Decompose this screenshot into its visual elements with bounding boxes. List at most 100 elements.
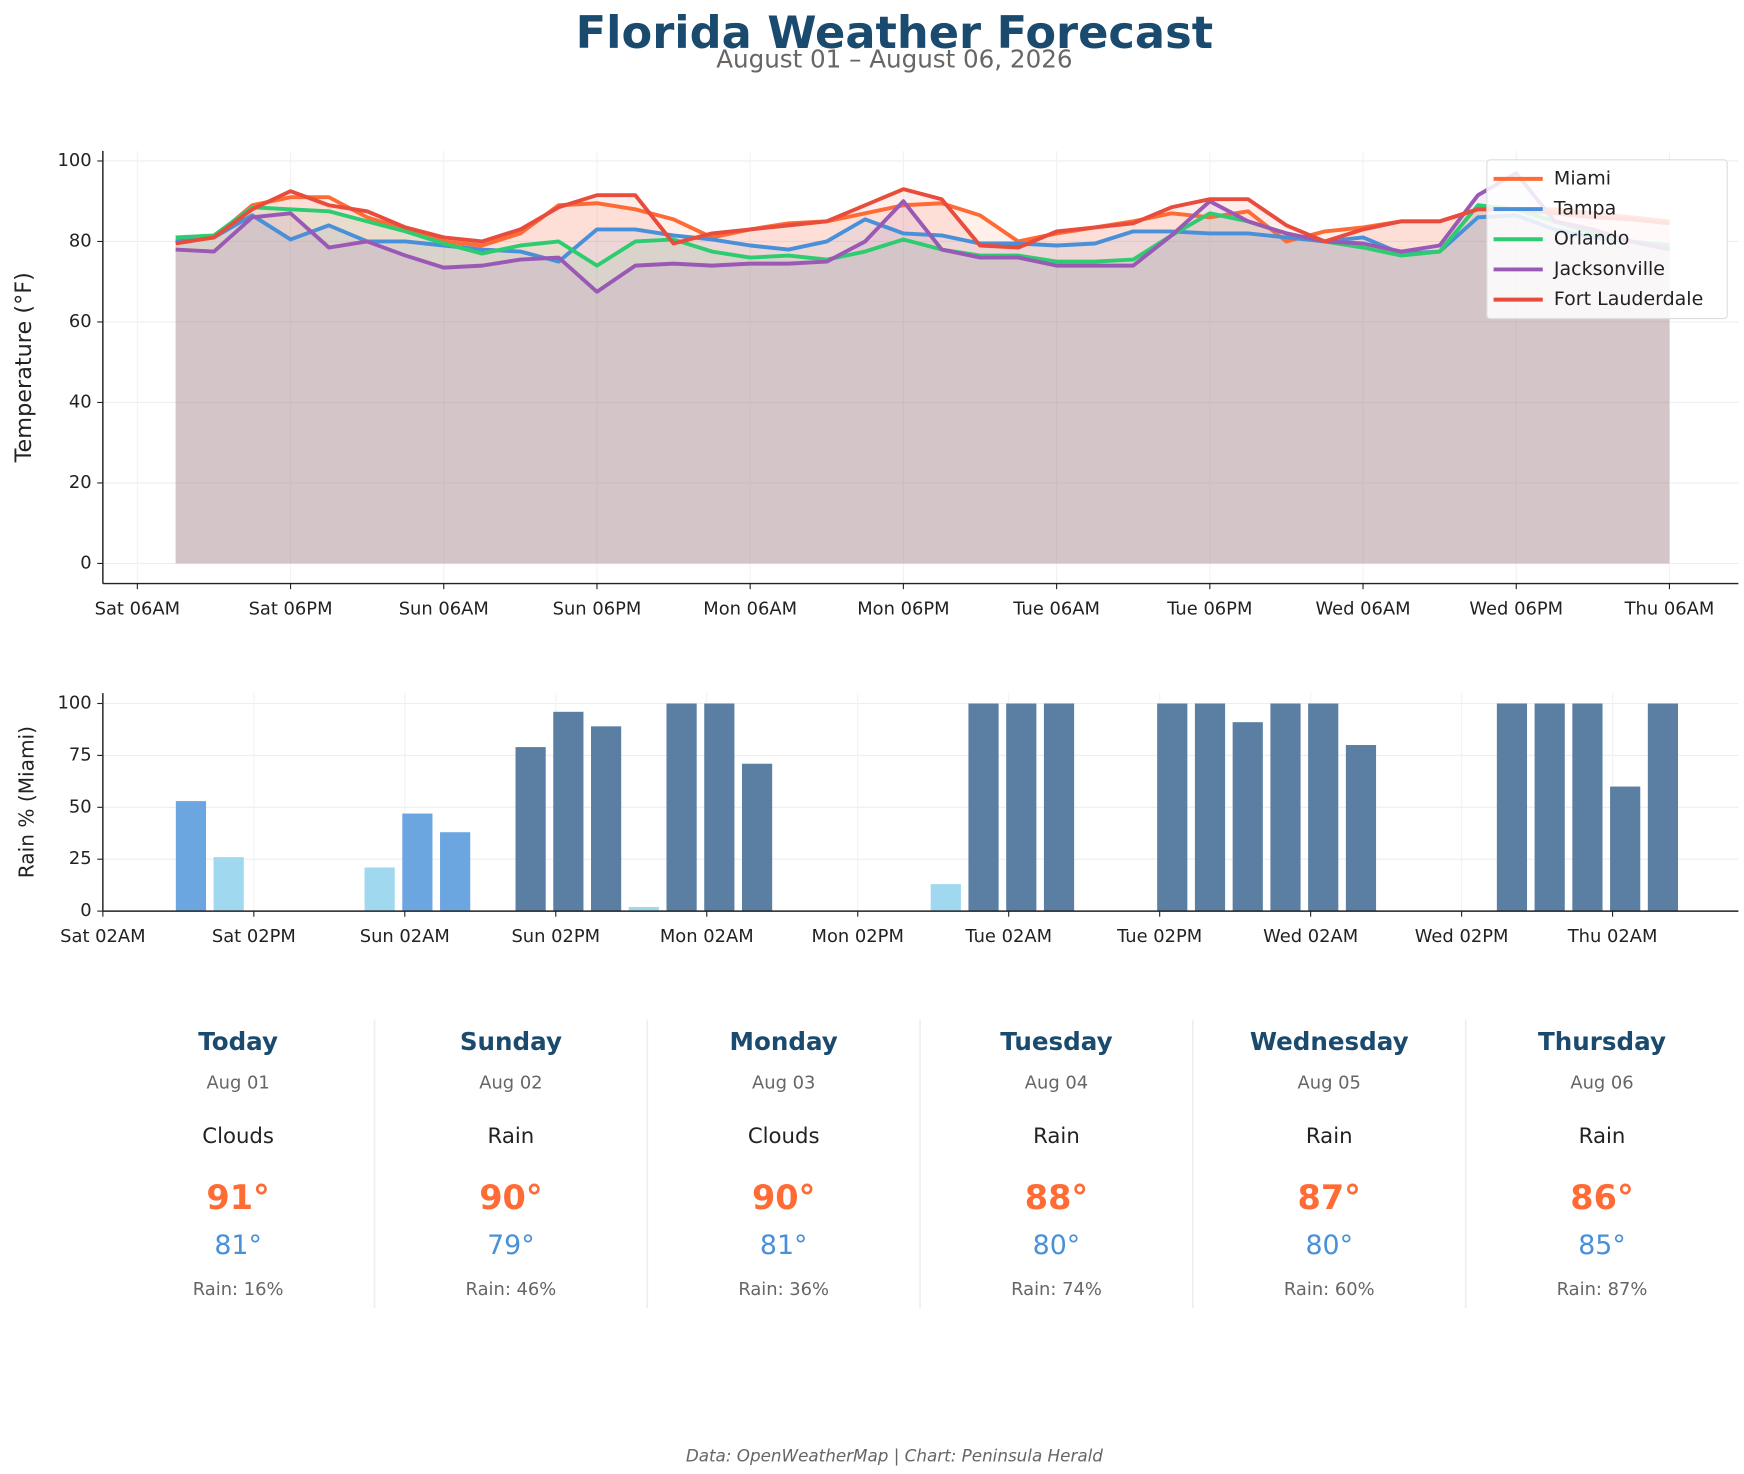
x-tick-label: Sun 02PM: [511, 926, 600, 947]
x-tick-label: Tue 06PM: [1166, 598, 1252, 619]
rain-chance: Rain: 36%: [738, 1279, 829, 1300]
area: [175, 173, 1670, 564]
day: Monday: [730, 1027, 838, 1056]
legend-label: Fort Lauderdale: [1554, 288, 1703, 310]
day: Today: [198, 1027, 278, 1056]
legend-label: Miami: [1554, 167, 1611, 189]
legend-box: [1486, 159, 1728, 320]
date: Aug 06: [1570, 1072, 1633, 1093]
high-temp: 90°: [752, 1178, 815, 1217]
y-tick-label: 100: [58, 150, 92, 171]
date: Aug 01: [206, 1072, 269, 1093]
condition: Clouds: [748, 1124, 820, 1149]
y-tick-label: 50: [69, 796, 92, 817]
bar: [1194, 703, 1226, 912]
x-tick-label: Tue 06AM: [1012, 598, 1100, 619]
x-tick-label: Sat 02AM: [60, 926, 145, 947]
low-temp: 81°: [760, 1230, 808, 1261]
bar: [1534, 703, 1565, 912]
bar: [1610, 786, 1641, 912]
bar: [1232, 722, 1263, 912]
bar: [213, 857, 244, 912]
bar: [1157, 703, 1188, 912]
bar: [1647, 703, 1679, 912]
date: Aug 02: [479, 1072, 542, 1093]
x-tick-label: Mon 02AM: [660, 926, 754, 947]
bar: [666, 703, 697, 912]
area: [175, 197, 1670, 564]
y-tick-label: 60: [69, 311, 92, 332]
y-tick-label: 25: [69, 848, 92, 869]
x-tick-label: Wed 02AM: [1263, 926, 1358, 947]
bar: [1572, 703, 1603, 912]
y-tick-label: 100: [58, 693, 92, 714]
y-tick-label: 0: [80, 552, 91, 573]
date: Aug 05: [1298, 1072, 1361, 1093]
date: Aug 04: [1025, 1072, 1088, 1093]
high-temp: 88°: [1025, 1178, 1088, 1217]
y-axis-label: Rain % (Miami): [14, 726, 38, 878]
y-tick-label: 0: [80, 900, 91, 921]
rain-chance: Rain: 60%: [1284, 1279, 1375, 1300]
day: Sunday: [460, 1027, 562, 1056]
bar: [1006, 703, 1037, 912]
x-tick-label: Mon 06PM: [857, 598, 949, 619]
x-tick-label: Tue 02AM: [964, 926, 1052, 947]
legend-label: Orlando: [1554, 228, 1629, 250]
x-tick-label: Tue 02PM: [1116, 926, 1202, 947]
condition: Rain: [1306, 1124, 1353, 1149]
x-tick-label: Sat 02PM: [212, 926, 296, 947]
high-temp: 87°: [1298, 1178, 1361, 1217]
x-tick-label: Mon 02PM: [812, 926, 904, 947]
bar: [628, 906, 659, 912]
condition: Rain: [488, 1124, 535, 1149]
x-tick-label: Thu 06AM: [1624, 598, 1715, 619]
bar: [1345, 745, 1377, 912]
x-tick-label: Sun 06PM: [553, 598, 642, 619]
day: Wednesday: [1250, 1027, 1409, 1056]
y-tick-label: 20: [69, 472, 92, 493]
x-tick-label: Wed 02PM: [1415, 926, 1509, 947]
x-tick-label: Wed 06AM: [1315, 598, 1410, 619]
line: [175, 187, 1670, 250]
bar: [515, 747, 546, 912]
low-temp: 80°: [1305, 1230, 1353, 1261]
x-tick-label: Sat 06AM: [95, 598, 180, 619]
condition: Clouds: [202, 1124, 274, 1149]
x-tick-label: Thu 02AM: [1567, 926, 1658, 947]
title: Florida Weather Forecast: [576, 6, 1213, 59]
day: Tuesday: [1000, 1027, 1112, 1056]
high-temp: 90°: [479, 1178, 542, 1217]
rain-chance: Rain: 46%: [466, 1279, 557, 1300]
bar: [968, 703, 999, 912]
bar: [553, 711, 584, 912]
condition: Rain: [1033, 1124, 1080, 1149]
line: [175, 171, 1670, 294]
rain-chance: Rain: 87%: [1557, 1279, 1648, 1300]
footer: Data: OpenWeatherMap | Chart: Peninsula …: [686, 1446, 1103, 1466]
low-temp: 80°: [1033, 1230, 1081, 1261]
area: [175, 215, 1670, 564]
bar: [1308, 703, 1339, 912]
bar: [741, 763, 773, 912]
y-tick-label: 80: [69, 230, 92, 251]
high-temp: 91°: [206, 1178, 269, 1217]
condition: Rain: [1579, 1124, 1626, 1149]
subtitle: August 01 – August 06, 2026: [716, 44, 1072, 73]
bar: [591, 726, 622, 912]
bar: [364, 867, 395, 912]
x-tick-label: Sun 02AM: [360, 926, 450, 947]
x-tick-label: Mon 06AM: [703, 598, 797, 619]
bar: [175, 801, 207, 912]
day: Thursday: [1538, 1027, 1666, 1056]
x-tick-label: Sat 06PM: [249, 598, 333, 619]
legend-label: Jacksonville: [1553, 258, 1665, 280]
bar: [930, 884, 961, 912]
area: [175, 205, 1670, 564]
legend-label: Tampa: [1553, 198, 1616, 220]
area: [175, 189, 1670, 564]
date: Aug 03: [752, 1072, 815, 1093]
x-tick-label: Sun 06AM: [399, 598, 489, 619]
